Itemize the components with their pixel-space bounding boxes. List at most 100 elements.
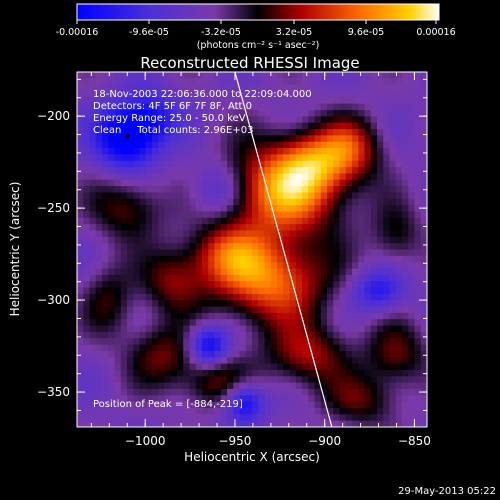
heatmap-cell (77, 135, 84, 143)
heatmap-cell (377, 224, 384, 232)
heatmap-cell (402, 236, 409, 244)
heatmap-cell (277, 135, 284, 143)
heatmap-cell (358, 388, 366, 396)
heatmap-cell (195, 78, 203, 86)
heatmap-cell (145, 420, 153, 427)
heatmap-cell (152, 407, 159, 415)
heatmap-cell (227, 135, 234, 143)
heatmap-cell (189, 255, 197, 263)
heatmap-cell (308, 382, 316, 390)
heatmap-cell (83, 167, 91, 175)
heatmap-cell (302, 306, 309, 314)
heatmap-cell (289, 319, 297, 327)
heatmap-cell (358, 319, 366, 327)
heatmap-cell (108, 395, 116, 403)
heatmap-cell (114, 110, 122, 117)
heatmap-cell (389, 331, 397, 339)
heatmap-cell (239, 211, 247, 219)
heatmap-cell (227, 401, 234, 409)
heatmap-cell (370, 148, 378, 156)
heatmap-cell (227, 167, 234, 175)
heatmap-cell (277, 414, 284, 422)
heatmap-cell (277, 154, 284, 162)
heatmap-cell (414, 198, 422, 206)
heatmap-cell (389, 281, 397, 289)
heatmap-cell (377, 401, 384, 409)
heatmap-cell (339, 331, 347, 339)
heatmap-cell (239, 129, 247, 136)
heatmap-cell (352, 306, 359, 314)
heatmap-cell (252, 382, 259, 390)
heatmap-cell (345, 401, 353, 409)
heatmap-cell (339, 211, 347, 219)
heatmap-cell (414, 243, 422, 251)
heatmap-cell (389, 84, 397, 92)
heatmap-cell (383, 369, 391, 377)
heatmap-cell (258, 116, 266, 124)
heatmap-cell (370, 255, 378, 263)
heatmap-cell (395, 122, 403, 130)
heatmap-cell (295, 262, 303, 270)
heatmap-cell (120, 186, 128, 194)
heatmap-cell (208, 325, 216, 333)
heatmap-cell (233, 72, 241, 79)
heatmap-cell (139, 135, 147, 143)
heatmap-cell (295, 116, 303, 124)
heatmap-cell (364, 122, 372, 130)
heatmap-cell (308, 91, 316, 98)
heatmap-cell (202, 148, 209, 156)
colorbar: -0.00016 -9.6e-05 -3.2e-05 3.2e-05 9.6e-… (56, 3, 456, 51)
heatmap-cell (252, 103, 259, 111)
heatmap-cell (414, 369, 422, 377)
heatmap-cell (258, 122, 266, 130)
heatmap-cell (245, 129, 253, 136)
heatmap-cell (377, 293, 384, 301)
heatmap-cell (145, 293, 153, 301)
heatmap-cell (127, 344, 134, 352)
heatmap-cell (283, 357, 291, 365)
heatmap-cell (364, 376, 372, 384)
heatmap-cell (308, 116, 316, 124)
heatmap-cell (383, 395, 391, 403)
heatmap-cell (195, 129, 203, 136)
heatmap-cell (208, 129, 216, 136)
heatmap-cell (145, 230, 153, 238)
heatmap-cell (270, 91, 278, 98)
heatmap-cell (114, 344, 122, 352)
heatmap-cell (95, 407, 103, 415)
heatmap-cell (195, 224, 203, 232)
heatmap-cell (158, 84, 166, 92)
heatmap-cell (233, 382, 241, 390)
heatmap-cell (177, 382, 184, 390)
heatmap-cell (227, 192, 234, 200)
heatmap-cell (258, 420, 266, 427)
heatmap-cell (233, 395, 241, 403)
heatmap-cell (345, 357, 353, 365)
heatmap-cell (333, 167, 341, 175)
heatmap-cell (383, 376, 391, 384)
heatmap-cell (358, 249, 366, 257)
heatmap-cell (277, 319, 284, 327)
heatmap-cell (264, 205, 272, 213)
heatmap-cell (195, 249, 203, 257)
heatmap-cell (152, 312, 159, 320)
heatmap-cell (327, 129, 334, 136)
heatmap-cell (402, 173, 409, 181)
heatmap-cell (77, 129, 84, 136)
heatmap-cell (327, 148, 334, 156)
heatmap-cell (83, 135, 91, 143)
heatmap-cell (395, 97, 403, 105)
heatmap-cell (164, 382, 172, 390)
heatmap-cell (377, 312, 384, 320)
heatmap-cell (183, 154, 191, 162)
heatmap-cell (295, 224, 303, 232)
heatmap-cell (270, 325, 278, 333)
heatmap-cell (289, 338, 297, 346)
heatmap-cell (370, 395, 378, 403)
heatmap-cell (420, 211, 427, 219)
heatmap-cell (283, 173, 291, 181)
heatmap-cell (127, 255, 134, 263)
heatmap-cell (252, 350, 259, 358)
heatmap-cell (89, 243, 97, 251)
colorbar-tick-4: 9.6e-05 (348, 27, 384, 38)
